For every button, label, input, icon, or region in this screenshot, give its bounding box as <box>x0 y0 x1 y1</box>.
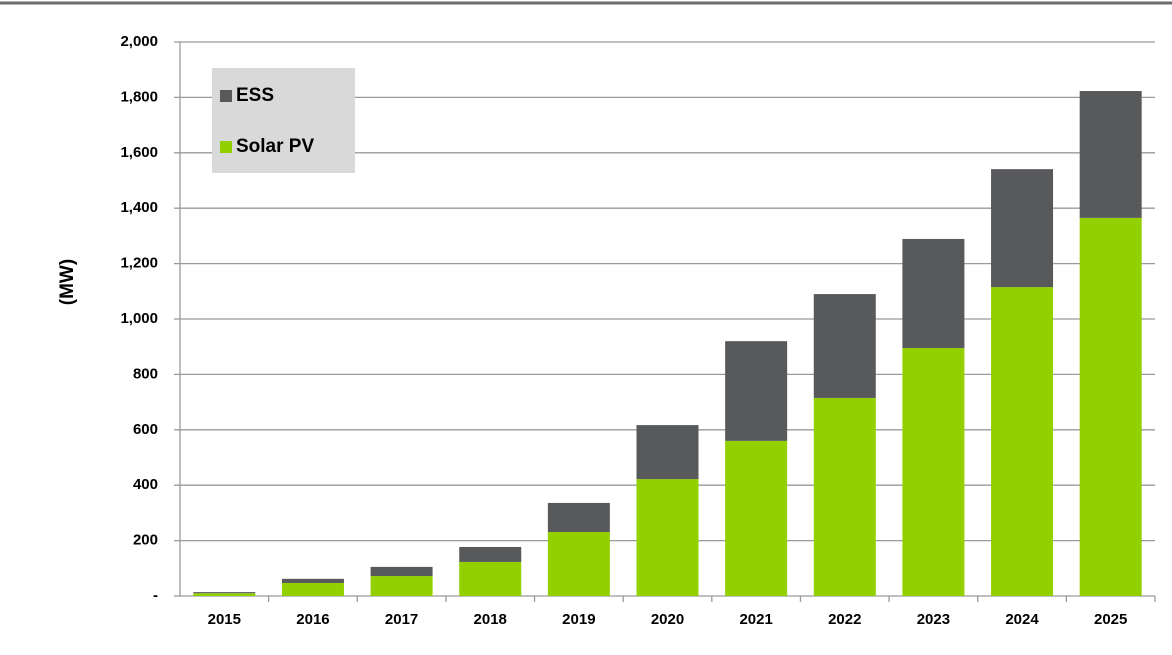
bar-segment <box>459 546 522 562</box>
x-tick-label: 2022 <box>828 611 861 628</box>
y-tick-label: 2,000 <box>120 33 158 50</box>
y-axis-label: (MW) <box>57 259 78 305</box>
x-tick-label: 2020 <box>651 611 684 628</box>
bar-segment <box>370 576 433 596</box>
bar-segment <box>281 578 344 583</box>
bar-segment <box>725 440 788 596</box>
x-tick-label: 2015 <box>208 611 241 628</box>
y-tick-label: 1,200 <box>120 255 158 272</box>
bar-segment <box>813 294 876 398</box>
bar-segment <box>902 348 965 596</box>
bar-segment <box>547 532 610 596</box>
x-tick-label: 2017 <box>385 611 418 628</box>
bar-segment <box>1079 91 1142 218</box>
y-tick-label: 800 <box>133 365 158 382</box>
x-tick-label: 2019 <box>562 611 595 628</box>
bar-segment <box>991 169 1054 288</box>
legend-label: Solar PV <box>236 136 314 157</box>
y-tick-label: 1,800 <box>120 88 158 105</box>
bar-segment <box>370 566 433 577</box>
bar-segment <box>636 479 699 596</box>
bar-segment <box>193 592 256 594</box>
x-tick-label: 2025 <box>1094 611 1127 628</box>
bar-segment <box>281 582 344 596</box>
legend-box <box>212 68 355 173</box>
y-tick-label: 1,000 <box>120 310 158 327</box>
bar-segment <box>902 238 965 349</box>
y-tick-label: - <box>153 587 158 604</box>
legend-swatch <box>220 141 232 153</box>
y-tick-label: 600 <box>133 421 158 438</box>
bar-segment <box>1079 217 1142 596</box>
bar-segment <box>193 593 256 596</box>
y-tick-label: 1,600 <box>120 144 158 161</box>
y-tick-label: 1,400 <box>120 199 158 216</box>
y-tick-label: 200 <box>133 532 158 549</box>
bar-segment <box>547 502 610 533</box>
legend-swatch <box>220 90 232 102</box>
bar-segment <box>991 287 1054 596</box>
y-tick-label: 400 <box>133 476 158 493</box>
x-tick-label: 2016 <box>296 611 329 628</box>
bar-segment <box>459 561 522 596</box>
x-tick-label: 2024 <box>1005 611 1039 628</box>
x-tick-label: 2021 <box>739 611 772 628</box>
bar-segment <box>636 425 699 480</box>
bar-segment <box>725 341 788 441</box>
legend-label: ESS <box>236 85 274 106</box>
x-tick-label: 2018 <box>474 611 507 628</box>
x-tick-label: 2023 <box>917 611 950 628</box>
bar-segment <box>813 397 876 596</box>
